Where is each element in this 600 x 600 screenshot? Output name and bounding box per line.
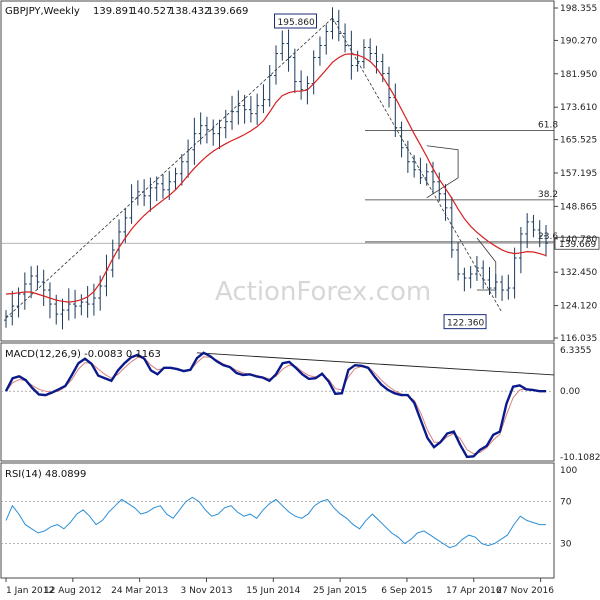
high-annotation-box	[274, 13, 318, 29]
uptrend-dashed-line	[5, 17, 333, 319]
macd-tick-label: 0.00	[560, 387, 580, 397]
current-price-label: 139.669	[559, 240, 596, 250]
price-tick-label: 148.865	[560, 202, 597, 212]
price-tick-label: 181.950	[560, 70, 597, 80]
price-tick-label: 132.450	[560, 268, 597, 278]
fib-level-label: 23.6	[538, 232, 558, 242]
ohlc-high: 140.527	[131, 6, 172, 17]
ohlc-low: 138.432	[169, 6, 210, 17]
fib-level-label: 38.2	[538, 190, 558, 200]
watermark: ActionForex.com	[215, 277, 431, 307]
rsi-line	[5, 496, 546, 549]
moving-average-line	[5, 53, 547, 303]
rsi-tick-label: 30	[560, 540, 572, 550]
macd-line	[4, 351, 546, 459]
rsi-pane: RSI(14) 48.0899 100 70 30	[0, 462, 577, 579]
price-tick-label: 165.525	[560, 136, 597, 146]
ohlc-open: 139.891	[93, 6, 134, 17]
time-tick-label: 27 Nov 2016	[496, 586, 554, 596]
wedge-pattern-1	[426, 145, 459, 199]
ohlc-close: 139.669	[207, 6, 248, 17]
high-annotation-label: 195.860	[278, 18, 315, 28]
downtrend-dashed-line	[332, 17, 503, 313]
price-tick-label: 116.035	[560, 334, 597, 344]
time-tick-label: 1 Jan 2012	[6, 586, 54, 596]
macd-pane: MACD(12,26,9) -0.0083 0.1163 6.3355 0.00 -…	[0, 342, 600, 463]
price-tick-label: 190.270	[560, 36, 597, 46]
price-pane: ActionForex.com 139.669 61.8 38.2 23.6 195…	[0, 0, 600, 344]
price-tick-label: 198.355	[560, 4, 597, 14]
time-tick-label: 17 Apr 2016	[446, 586, 502, 596]
low-annotation-label: 122.360	[447, 319, 484, 329]
rsi-tick-label: 70	[560, 498, 572, 508]
price-tick-label: 173.610	[560, 103, 597, 113]
price-tick-label: 157.195	[560, 169, 597, 179]
price-tick-label: 124.120	[560, 302, 597, 312]
rsi-title: RSI(14) 48.0899	[5, 469, 86, 480]
macd-trendline	[196, 352, 555, 376]
current-price-box	[554, 236, 600, 250]
time-tick-label: 15 Jun 2014	[246, 586, 300, 596]
price-tick-label: 140.780	[560, 235, 597, 245]
time-tick-label: 25 Jan 2015	[313, 586, 367, 596]
time-tick-label: 24 Mar 2013	[111, 586, 168, 596]
time-tick-label: 6 Sep 2015	[381, 586, 432, 596]
rsi-tick-label: 100	[560, 466, 577, 476]
time-tick-label: 12 Aug 2012	[44, 586, 102, 596]
low-annotation-box	[443, 314, 487, 330]
macd-tick-label: 6.3355	[560, 346, 592, 356]
fib-level-label: 61.8	[538, 120, 558, 130]
price-title: GBPJPY,Weekly	[5, 6, 80, 17]
time-tick-label: 3 Nov 2013	[181, 586, 233, 596]
macd-title: MACD(12,26,9) -0.0083 0.1163	[5, 349, 161, 360]
macd-tick-label: -10.1082	[560, 453, 600, 463]
